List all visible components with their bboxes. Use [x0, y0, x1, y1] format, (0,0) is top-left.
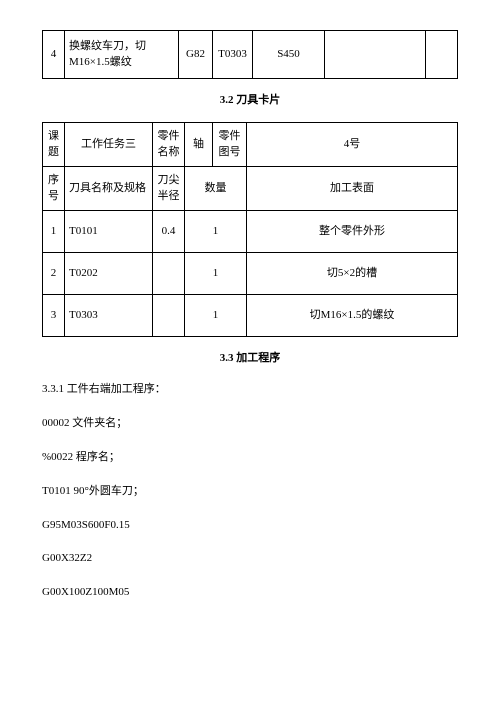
- step-gcode: G82: [179, 31, 213, 79]
- table-row: 3 T0303 1 切M16×1.5的螺纹: [43, 294, 458, 336]
- step-tcode: T0303: [213, 31, 253, 79]
- section-title-3-2: 3.2 刀具卡片: [42, 93, 458, 108]
- row-qty: 1: [185, 252, 247, 294]
- program-line: 00002 文件夹名；: [42, 414, 458, 434]
- step-operation: 换螺纹车刀，切M16×1.5螺纹: [65, 31, 179, 79]
- hdr-toolspec: 刀具名称及规格: [65, 167, 153, 211]
- hdr-partnum-value: 4号: [247, 123, 458, 167]
- header-row-2: 序号 刀具名称及规格 刀尖半径 数量 加工表面: [43, 167, 458, 211]
- row-tool: T0101: [65, 210, 153, 252]
- program-line: G00X32Z2: [42, 549, 458, 569]
- hdr-serial: 序号: [43, 167, 65, 211]
- hdr-tip: 刀尖半径: [153, 167, 185, 211]
- row-num: 2: [43, 252, 65, 294]
- row-num: 3: [43, 294, 65, 336]
- row-qty: 1: [185, 294, 247, 336]
- row-tool: T0303: [65, 294, 153, 336]
- program-line: T0101 90°外圆车刀；: [42, 482, 458, 502]
- table-row: 1 T0101 0.4 1 整个零件外形: [43, 210, 458, 252]
- row-tip: [153, 294, 185, 336]
- section-title-3-3: 3.3 加工程序: [42, 351, 458, 366]
- step-blank: [325, 31, 426, 79]
- program-line: 3.3.1 工件右端加工程序：: [42, 380, 458, 400]
- program-line: G00X100Z100M05: [42, 583, 458, 603]
- hdr-surface: 加工表面: [247, 167, 458, 211]
- tool-card-table: 课题 工作任务三 零件名称 轴 零件图号 4号 序号 刀具名称及规格 刀尖半径 …: [42, 122, 458, 337]
- row-tip: 0.4: [153, 210, 185, 252]
- row-qty: 1: [185, 210, 247, 252]
- row-surface: 切M16×1.5的螺纹: [247, 294, 458, 336]
- hdr-task: 工作任务三: [65, 123, 153, 167]
- row-tool: T0202: [65, 252, 153, 294]
- row-surface: 切5×2的槽: [247, 252, 458, 294]
- table-row: 2 T0202 1 切5×2的槽: [43, 252, 458, 294]
- hdr-topic: 课题: [43, 123, 65, 167]
- header-row-1: 课题 工作任务三 零件名称 轴 零件图号 4号: [43, 123, 458, 167]
- row-tip: [153, 252, 185, 294]
- step-scode: S450: [253, 31, 325, 79]
- row-surface: 整个零件外形: [247, 210, 458, 252]
- process-step-table: 4 换螺纹车刀，切M16×1.5螺纹 G82 T0303 S450: [42, 30, 458, 79]
- hdr-axis: 轴: [185, 123, 213, 167]
- step-number: 4: [43, 31, 65, 79]
- step-blank: [426, 31, 458, 79]
- program-line: %0022 程序名；: [42, 448, 458, 468]
- hdr-partname-label: 零件名称: [153, 123, 185, 167]
- row-num: 1: [43, 210, 65, 252]
- hdr-qty: 数量: [185, 167, 247, 211]
- hdr-partnum-label: 零件图号: [213, 123, 247, 167]
- program-line: G95M03S600F0.15: [42, 516, 458, 536]
- table-row: 4 换螺纹车刀，切M16×1.5螺纹 G82 T0303 S450: [43, 31, 458, 79]
